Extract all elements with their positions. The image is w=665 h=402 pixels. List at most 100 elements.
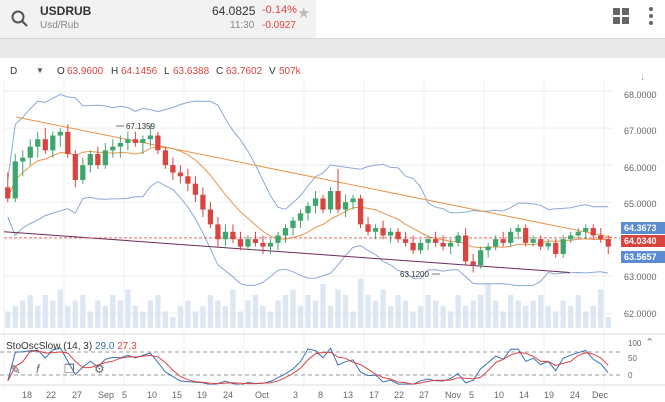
candle-body (312, 198, 319, 206)
chevron-up-icon[interactable]: ⌃ (645, 337, 655, 349)
volume-bar (117, 300, 123, 328)
volume-bar (290, 289, 296, 328)
candle-body (102, 150, 108, 166)
candle-body (132, 139, 138, 143)
candle-body (110, 146, 116, 151)
volume-bar (222, 306, 229, 328)
layers-icon[interactable]: ❐ (64, 362, 75, 376)
pencil-icon[interactable]: ✎ (10, 362, 21, 377)
volume-bar (80, 295, 86, 328)
volume-bar (275, 300, 281, 328)
star-icon[interactable]: ★ (297, 5, 311, 22)
volume-bar (590, 306, 596, 328)
candle-body (583, 228, 589, 232)
volume-bar (215, 300, 221, 328)
candle-body (222, 231, 229, 240)
text-tool-icon[interactable]: 𝑓 (36, 362, 40, 376)
settings-icon[interactable]: ⚙ (94, 362, 105, 376)
volume-bar (425, 295, 431, 328)
arrow-down-icon[interactable]: ↓ (640, 72, 645, 83)
volume-bar (50, 300, 56, 328)
chart-panel (0, 58, 665, 402)
chevron-down-icon[interactable]: ▼ (36, 66, 44, 75)
volume-bar (65, 306, 71, 328)
candle-body (42, 139, 48, 151)
candle-body (155, 135, 161, 151)
volume-bar (380, 289, 386, 328)
lower-band-tag: 63.5657 (621, 251, 665, 263)
volume-bar (170, 317, 176, 328)
candle-body (80, 165, 86, 180)
more-options-icon[interactable] (648, 6, 654, 26)
search-icon[interactable] (10, 9, 30, 29)
volume-bar (432, 300, 439, 328)
candle-body (72, 154, 78, 180)
quote-box[interactable]: USDRUB Usd/Rub 64.0825 -0.14% 11:30 -0.0… (0, 0, 316, 38)
volume-bar (57, 289, 63, 328)
y-tick: 68.0000 (624, 90, 657, 100)
candle-body (297, 213, 304, 221)
candle-body (553, 242, 559, 254)
candle-body (350, 198, 356, 203)
stoch-k-line (7, 347, 609, 386)
candle-body (177, 172, 184, 177)
trend-line-upper (15, 116, 613, 238)
volume-bar (237, 311, 244, 328)
candle-body (357, 198, 364, 225)
candle-body (485, 246, 491, 251)
volume-bar (357, 278, 364, 328)
volume-bar (395, 295, 401, 328)
volume-bar (598, 289, 604, 328)
volume-bar (342, 295, 349, 328)
candle-body (162, 150, 169, 166)
volume-bar (20, 300, 26, 328)
volume-bar (282, 295, 289, 328)
oscillator-header: StoOscSlow (14, 3) 29.0 27.3 (6, 341, 137, 352)
candle-body (20, 157, 26, 162)
x-tick: 5 (469, 390, 475, 400)
grid-layout-icon[interactable] (613, 8, 629, 24)
candle-body (170, 165, 176, 173)
volume-bar (553, 311, 559, 328)
candle-body (590, 228, 596, 236)
x-tick: 8 (318, 390, 324, 400)
candle-body (440, 242, 446, 247)
volume-bar (42, 295, 48, 328)
volume-bar (372, 300, 379, 328)
y-tick: 62.0000 (624, 309, 657, 319)
volume-bar (568, 306, 574, 328)
volume-bar (230, 289, 236, 328)
candle-body (598, 235, 604, 240)
osc-tick: 100 (628, 339, 642, 348)
volume-bar (447, 311, 454, 328)
candle-body (605, 239, 611, 247)
candle-body (447, 242, 454, 247)
candle-body (252, 239, 259, 243)
candle-body (320, 198, 326, 210)
candle-body (275, 235, 281, 243)
volume-bar (605, 317, 611, 328)
candle-body (12, 161, 18, 199)
volume-bar (463, 306, 469, 328)
volume-bar (410, 311, 416, 328)
volume-bar (470, 300, 476, 328)
change-percent: -0.14% (262, 4, 297, 16)
volume-bar (417, 306, 424, 328)
x-tick: 27 (72, 390, 83, 400)
candle-body (207, 209, 214, 225)
period-selector[interactable]: D (10, 66, 18, 77)
volume-bar (140, 311, 146, 328)
candle-body (560, 239, 566, 254)
candle-body (455, 235, 461, 243)
candle-body (260, 242, 266, 247)
x-tick: 3 (293, 390, 299, 400)
x-tick: Nov (445, 390, 462, 400)
candle-body (470, 261, 476, 266)
candle-body (538, 239, 544, 247)
volume-bar (155, 295, 161, 328)
osc-tick: 0 (628, 371, 633, 380)
volume-bar (162, 311, 169, 328)
candle-body (192, 183, 199, 195)
candle-body (87, 154, 93, 166)
